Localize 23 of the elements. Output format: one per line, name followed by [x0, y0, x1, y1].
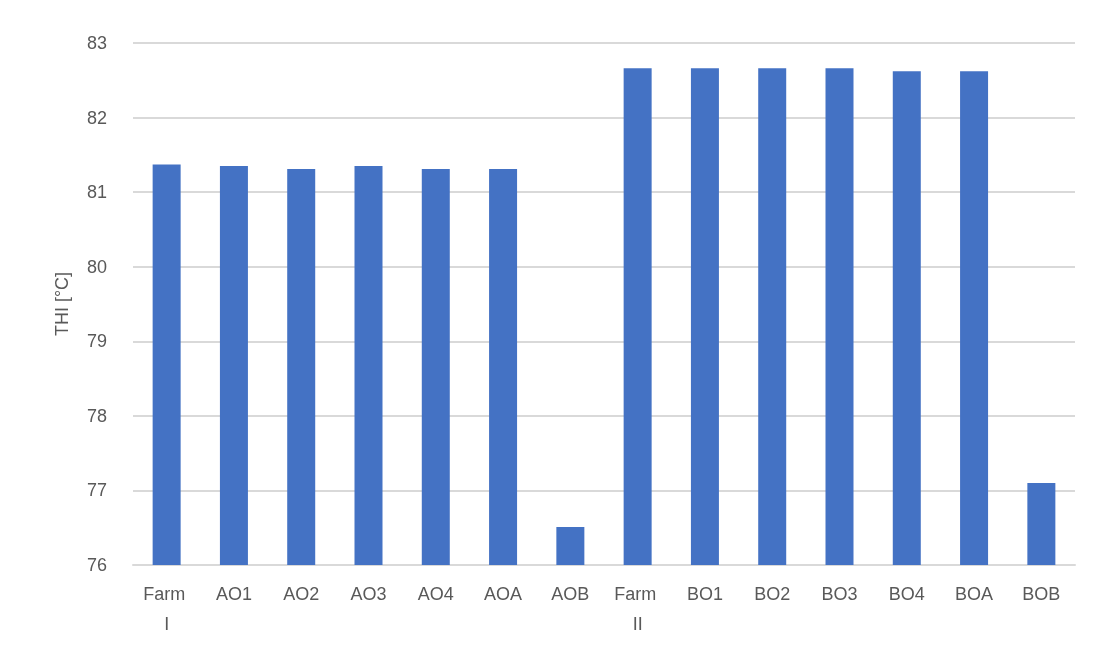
y-tick-label: 76 — [86, 555, 107, 575]
x-tick-label: BO2 — [754, 584, 791, 604]
y-tick-label: 80 — [86, 256, 107, 277]
x-tick-label: BO3 — [821, 584, 858, 604]
y-tick-label: 83 — [86, 33, 107, 53]
y-tick-label: 82 — [86, 107, 107, 128]
x-tick-label: Farm II — [614, 584, 662, 634]
x-tick-label: AOA — [484, 584, 523, 604]
y-tick-label: 81 — [86, 182, 107, 203]
x-tick-label: AOB — [551, 584, 590, 604]
x-tick-label: AO1 — [215, 584, 252, 604]
x-tick-label: BO1 — [686, 584, 723, 604]
y-axis-title: THI [°C] — [52, 271, 72, 337]
y-tick-label: 78 — [86, 405, 107, 426]
x-tick-label: AO2 — [283, 584, 320, 604]
x-tick-label: BOB — [1022, 584, 1061, 604]
x-tick-label: Farm I — [143, 584, 191, 634]
y-tick-label: 77 — [86, 480, 107, 501]
x-tick-label: AO3 — [350, 584, 387, 604]
y-tick-label: 79 — [86, 331, 107, 352]
x-tick-label: BOA — [955, 584, 994, 604]
x-tick-label: AO4 — [417, 584, 454, 604]
x-tick-label: BO4 — [888, 584, 925, 604]
